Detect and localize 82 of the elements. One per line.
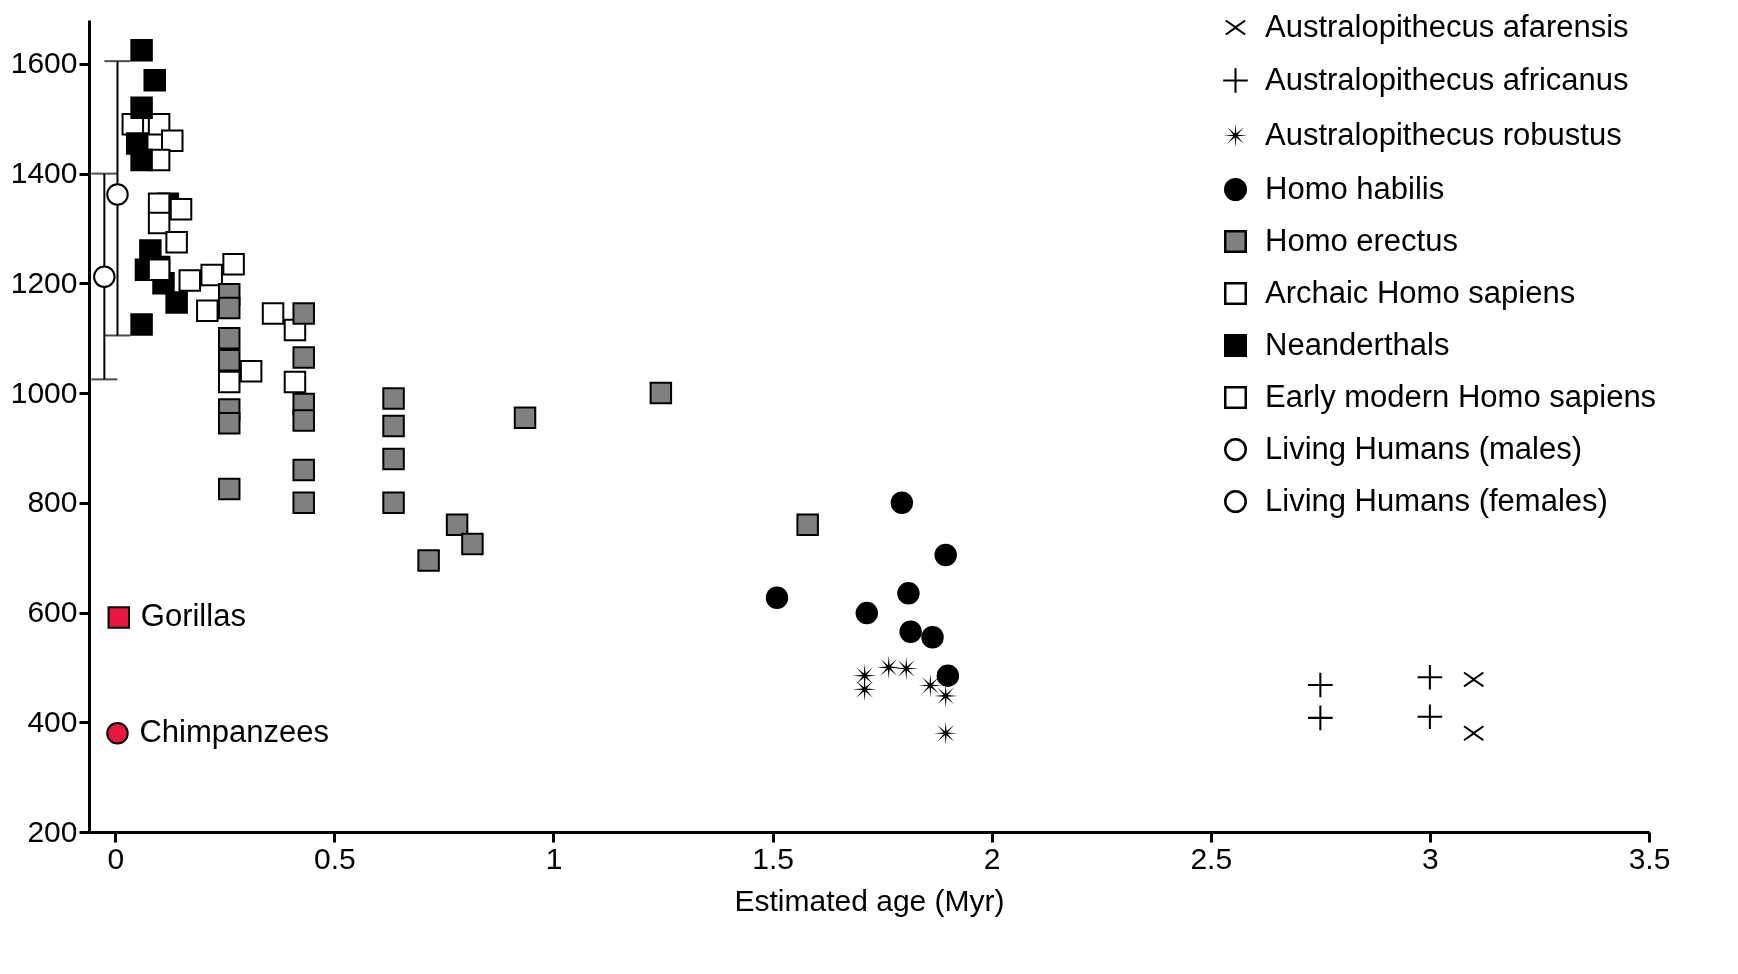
point [217,477,241,501]
point [130,148,153,172]
x-tick-label: 1 [545,841,563,875]
point [1463,725,1484,741]
x-tick-label: 0 [107,841,125,875]
point [649,381,673,405]
point [106,183,129,206]
legend-label: Living Humans (males) [1265,430,1582,466]
point [855,601,879,625]
y-tick-label: 600 [27,595,78,629]
point [93,265,116,288]
annotation: Gorillas [140,598,246,634]
point [513,406,537,430]
point [165,230,188,254]
x-tick-label: 3.5 [1628,841,1671,875]
point [765,586,789,609]
x-tick-label: 2 [983,841,1001,875]
y-tick-label: 1400 [10,156,78,190]
point [130,38,153,62]
legend-label: Australopithecus robustus [1265,116,1622,152]
point [890,491,914,515]
point [283,370,307,394]
point [796,513,819,536]
point [217,296,241,320]
legend-label: Archaic Homo sapiens [1265,274,1576,310]
point [1308,672,1333,698]
point [165,291,188,314]
point [461,532,484,556]
point [107,606,131,629]
point [106,722,129,745]
point [217,348,241,372]
y-tick-label: 1000 [10,375,78,409]
x-tick-label: 0.5 [314,841,356,875]
legend-label: Homo erectus [1265,222,1458,258]
point [934,543,957,567]
point [130,96,153,120]
point [261,302,285,325]
point [921,626,944,649]
point [876,655,901,680]
point [382,447,405,471]
point [217,412,241,435]
point [382,387,405,410]
x-tick-label: 3 [1422,841,1439,875]
point [292,302,315,325]
y-tick-label: 200 [27,814,78,848]
x-tick-label: 2.5 [1190,841,1233,875]
point [292,458,315,482]
y-tick-label: 1200 [10,265,78,299]
point [222,252,245,276]
y-tick-label: 1600 [10,46,78,80]
annotation: Chimpanzees [139,714,330,750]
point [382,414,405,438]
y-tick-label: 400 [27,704,78,738]
legend-label: Early modern Homo sapiens [1265,378,1657,414]
point [899,620,922,643]
point [382,491,405,515]
point [178,269,202,292]
point [897,582,920,605]
point [1417,664,1443,690]
legend-label: Australopithecus afarensis [1265,8,1629,44]
point [417,549,440,572]
point [1463,671,1484,688]
point [217,326,241,350]
point [292,346,315,369]
x-tick-label: 1.5 [752,841,794,875]
point [292,409,315,432]
point [143,69,166,92]
legend-label: Homo habilis [1265,170,1445,206]
legend-label: Australopithecus africanus [1265,61,1629,97]
point [936,664,960,687]
point [1417,704,1443,730]
point [169,198,193,221]
point [147,211,171,235]
point [292,491,315,515]
legend-label: Living Humans (females) [1265,482,1608,518]
legend-label: Neanderthals [1265,326,1450,362]
y-tick-label: 800 [27,485,78,519]
point [445,513,469,536]
point [1308,705,1333,731]
point [130,313,153,336]
x-axis-title: Estimated age (Myr) [734,883,1005,917]
point [918,673,943,698]
